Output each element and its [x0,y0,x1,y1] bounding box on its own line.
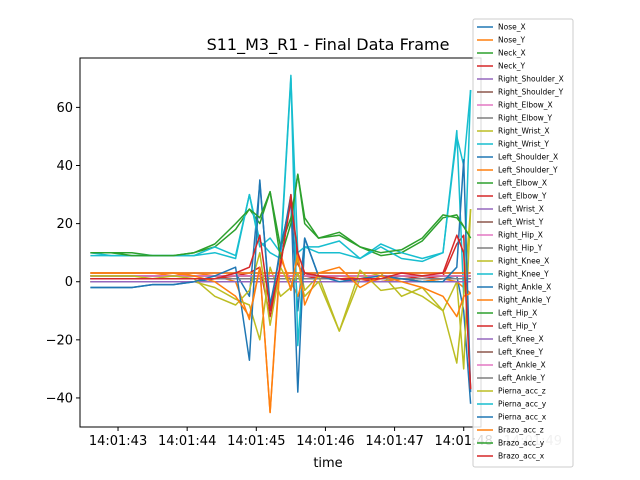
legend-label: Left_Wrist_Y [498,218,544,227]
y-tick-label: 0 [65,275,73,290]
series-line-33 [90,173,472,260]
series-layer [90,74,472,414]
legend-label: Right_Wrist_X [498,127,549,136]
legend-label: Brazo_acc_x [498,452,545,461]
legend-label: Right_Elbow_Y [498,114,553,123]
x-tick-label: 14:01:44 [158,434,216,449]
legend-label: Left_Elbow_X [498,179,547,188]
x-tick-label: 14:01:43 [89,434,147,449]
legend-label: Left_Shoulder_Y [498,166,558,175]
legend-label: Pierna_acc_y [498,400,547,409]
legend-box [472,18,574,468]
legend-label: Nose_Y [498,36,525,45]
y-tick-label: −20 [46,333,73,348]
legend-label: Right_Elbow_X [498,101,553,110]
legend-label: Right_Wrist_Y [498,140,549,149]
legend-label: Left_Ankle_Y [498,374,546,383]
legend-label: Right_Knee_X [498,257,549,266]
legend-label: Left_Hip_X [498,309,537,318]
legend: Nose_X Nose_Y Neck_X Neck_Y Right_Shoulder_X… [472,18,574,468]
legend-label: Left_Shoulder_X [498,153,558,162]
legend-label: Neck_X [498,49,526,58]
y-tick-label: 40 [56,159,73,174]
legend-label: Left_Knee_X [498,335,544,344]
y-axis: −40 −20 0 20 40 60 [46,101,80,406]
legend-label: Neck_Y [498,62,525,71]
legend-label: Left_Ankle_X [498,361,546,370]
legend-label: Right_Ankle_Y [498,296,551,305]
series-line-32 [90,251,471,414]
legend-label: Right_Shoulder_X [498,75,564,84]
legend-label: Right_Ankle_X [498,283,551,292]
legend-label: Right_Knee_Y [498,270,549,279]
legend-label: Left_Knee_Y [498,348,544,357]
x-tick-label: 14:01:45 [227,434,285,449]
y-tick-label: 60 [56,101,73,116]
legend-label: Left_Wrist_X [498,205,544,214]
y-tick-label: −40 [46,391,73,406]
legend-label: Brazo_acc_z [498,426,544,435]
legend-label: Left_Elbow_Y [498,192,547,201]
legend-label: Nose_X [498,23,526,32]
x-axis-label: time [313,456,342,471]
legend-label: Brazo_acc_y [498,439,545,448]
legend-label: Left_Hip_Y [498,322,537,331]
legend-label: Pierna_acc_x [498,413,547,422]
legend-label: Right_Shoulder_Y [498,88,564,97]
x-tick-label: 14:01:47 [365,434,423,449]
chart-title: S11_M3_R1 - Final Data Frame [207,35,450,55]
x-tick-label: 14:01:46 [296,434,354,449]
legend-label: Pierna_acc_z [498,387,546,396]
y-tick-label: 20 [56,217,73,232]
series-line-34 [90,199,472,390]
legend-label: Right_Hip_Y [498,244,543,253]
legend-label: Right_Hip_X [498,231,543,240]
